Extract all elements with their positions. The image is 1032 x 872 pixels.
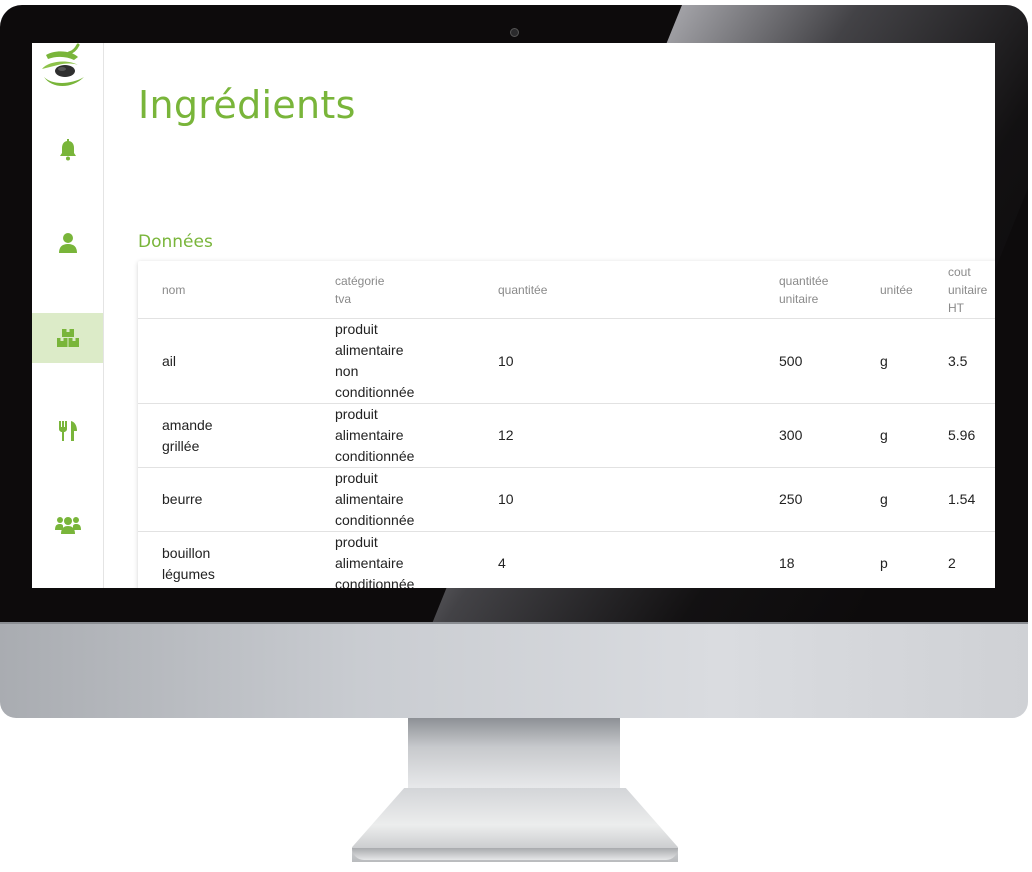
users-group-icon [54, 517, 81, 534]
bell-icon [59, 139, 76, 161]
sidebar-item-profile[interactable] [32, 218, 103, 268]
boxes-icon [56, 329, 79, 347]
cell-quantite-unitaire: 300 [779, 403, 880, 468]
app-logo [42, 43, 84, 86]
ingredients-table-card: nom catégorie tva quantitée quantitée unit… [138, 261, 995, 588]
section-title: Données [138, 232, 213, 252]
cell-quantite-unitaire: 250 [779, 467, 880, 532]
cell-cout-unitaire-ht: 3.5 [948, 318, 995, 404]
column-header-categorie-tva[interactable]: catégorie tva [335, 261, 498, 319]
cell-cout-unitaire-ht: 5.96 [948, 403, 995, 468]
cell-quantite: 12 [498, 403, 779, 468]
table-row[interactable]: bouillon légumes produit alimentaire condit… [138, 531, 995, 588]
cell-quantite-unitaire: 18 [779, 531, 880, 588]
webcam [510, 28, 519, 37]
main-content: Ingrédients Données nom catégorie tva qua… [104, 43, 995, 588]
monitor-chin [0, 622, 1028, 718]
page-title: Ingrédients [138, 83, 356, 127]
cell-quantite-unitaire: 500 [779, 318, 880, 404]
cell-nom: amande grillée [138, 403, 335, 468]
table-header-row: nom catégorie tva quantitée quantitée unit… [138, 261, 995, 319]
column-header-cout-unitaire-ht[interactable]: cout unitaire HT [948, 261, 995, 319]
cell-unite: g [880, 467, 948, 532]
cell-categorie-tva: produit alimentaire non conditionnée [335, 318, 498, 404]
table-row[interactable]: ail produit alimentaire non conditionnée 10… [138, 318, 995, 404]
column-header-quantite[interactable]: quantitée [498, 261, 779, 319]
table-row[interactable]: amande grillée produit alimentaire conditio… [138, 403, 995, 468]
cell-unite: p [880, 531, 948, 588]
cell-unite: g [880, 403, 948, 468]
sidebar [32, 43, 104, 588]
cell-categorie-tva: produit alimentaire conditionnée [335, 403, 498, 468]
column-header-unite[interactable]: unitée [880, 261, 948, 319]
cell-categorie-tva: produit alimentaire conditionnée [335, 531, 498, 588]
sidebar-item-team[interactable] [32, 500, 103, 550]
sidebar-item-recipes[interactable] [32, 406, 103, 456]
cell-cout-unitaire-ht: 2 [948, 531, 995, 588]
cell-nom: ail [138, 318, 335, 404]
cell-quantite: 4 [498, 531, 779, 588]
cell-nom: beurre [138, 467, 335, 532]
ingredients-table: nom catégorie tva quantitée quantitée unit… [138, 261, 995, 588]
cell-unite: g [880, 318, 948, 404]
table-row[interactable]: beurre produit alimentaire conditionnée 10… [138, 467, 995, 532]
cell-categorie-tva: produit alimentaire conditionnée [335, 467, 498, 532]
fork-knife-icon [58, 421, 77, 441]
cell-cout-unitaire-ht: 1.54 [948, 467, 995, 532]
monitor-stand-base-edge [352, 848, 678, 860]
user-icon [58, 233, 77, 253]
cell-nom: bouillon légumes [138, 531, 335, 588]
cell-quantite: 10 [498, 467, 779, 532]
monitor-stand-neck [408, 718, 620, 790]
sidebar-item-ingredients[interactable] [32, 313, 103, 363]
column-header-nom[interactable]: nom [138, 261, 335, 319]
cell-quantite: 10 [498, 318, 779, 404]
column-header-quantite-unitaire[interactable]: quantitée unitaire [779, 261, 880, 319]
monitor-edge [0, 622, 1028, 624]
app-screen: Ingrédients Données nom catégorie tva qua… [32, 43, 995, 588]
sidebar-item-notifications[interactable] [32, 125, 103, 175]
